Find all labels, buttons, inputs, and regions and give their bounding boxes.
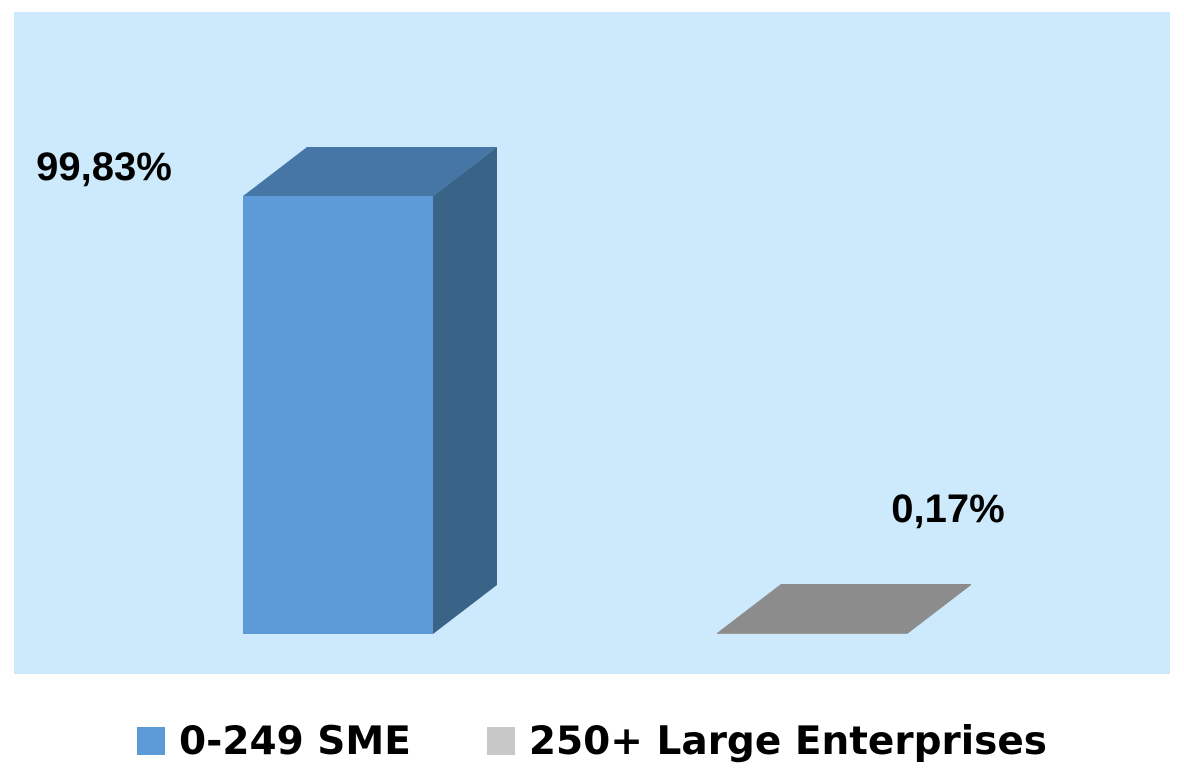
data-label-large-enterprises: 0,17% xyxy=(891,487,1004,531)
plot-area-background xyxy=(14,12,1170,674)
legend-label-sme: 0-249 SME xyxy=(179,718,411,764)
legend: 0-249 SME 250+ Large Enterprises xyxy=(0,712,1184,770)
legend-swatch-sme xyxy=(137,727,165,755)
data-label-sme: 99,83% xyxy=(36,145,172,189)
bar-side-large-enterprises xyxy=(907,584,971,634)
chart: 99,83% 0,17% xyxy=(14,12,1170,674)
legend-label-large-enterprises: 250+ Large Enterprises xyxy=(528,718,1047,764)
bar-large-enterprises xyxy=(717,584,971,634)
bar-side-sme xyxy=(433,147,497,634)
legend-swatch-large-enterprises xyxy=(486,727,515,755)
bar-sme xyxy=(243,147,497,634)
legend-item-large-enterprises: 250+ Large Enterprises xyxy=(486,718,1047,764)
bars-group xyxy=(243,147,971,634)
bar-front-sme xyxy=(243,196,433,634)
bar-top-large-enterprises xyxy=(717,584,971,633)
bar-front-large-enterprises xyxy=(717,633,907,634)
bar-top-sme xyxy=(243,147,497,196)
legend-item-sme: 0-249 SME xyxy=(137,719,411,764)
data-labels-group: 99,83% 0,17% xyxy=(36,145,1005,531)
